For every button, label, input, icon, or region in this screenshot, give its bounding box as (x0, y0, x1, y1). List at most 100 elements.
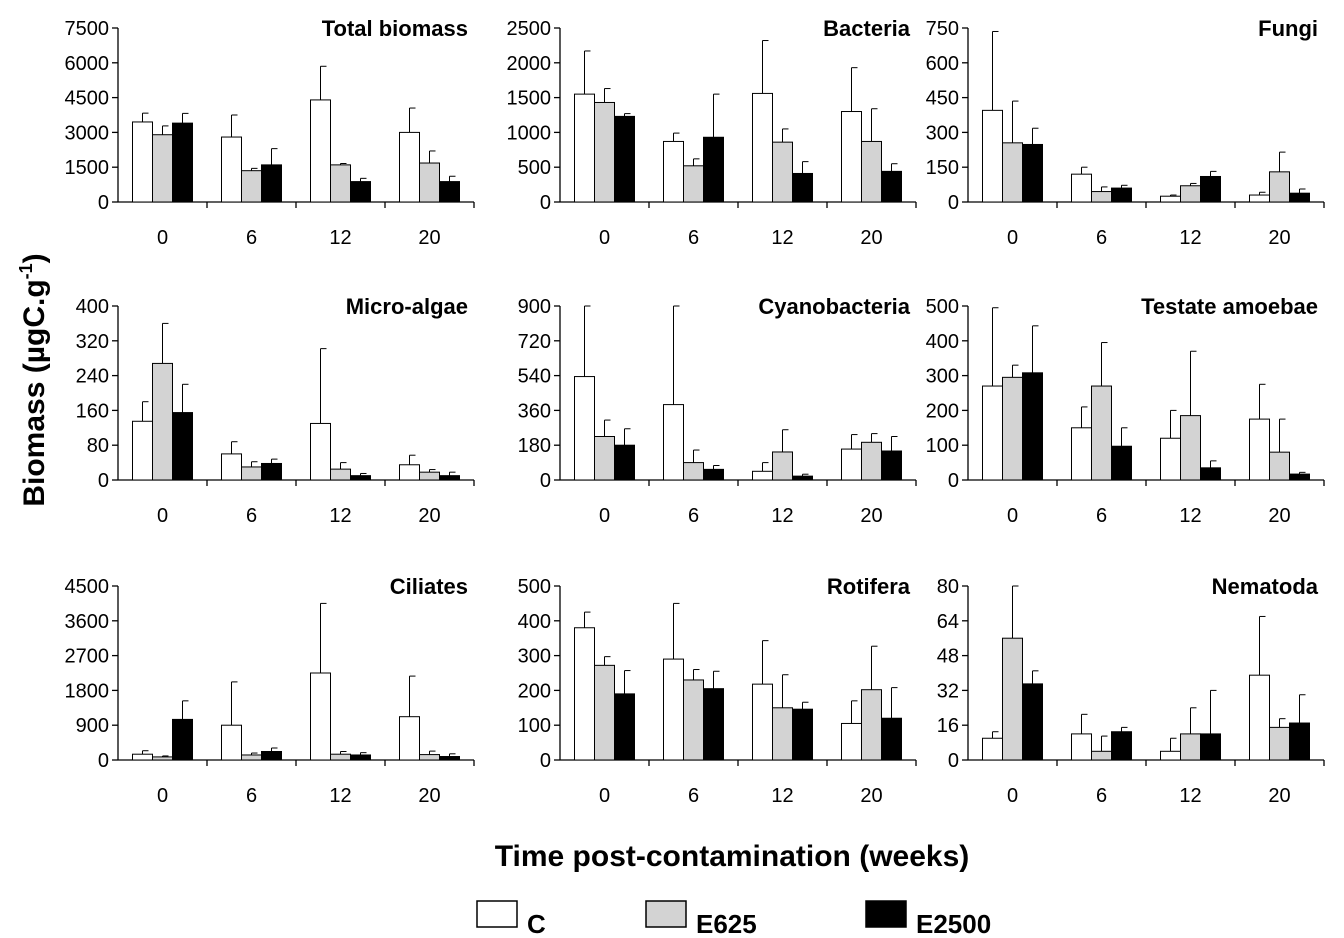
bar-e625-week-6 (241, 466, 262, 481)
bar-e625-week-6 (241, 170, 262, 203)
panel-rotifera: Rotifera 0 100 200 300 400 500 0 6 12 20 (518, 574, 917, 807)
y-tick-label: 400 (76, 296, 109, 318)
y-tick-label: 180 (518, 435, 551, 457)
bar-c-week-12 (1160, 750, 1181, 761)
panel-total-biomass: Total biomass 0 1500 3000 4500 6000 7500 0 6 12 20 (65, 16, 475, 249)
bar-e2500-week-12 (792, 172, 813, 203)
x-tick-label: 0 (157, 785, 168, 807)
x-tick-label: 6 (688, 227, 699, 249)
bar-e625-week-12 (1180, 415, 1201, 481)
bar-c-week-12 (1160, 437, 1181, 481)
x-tick-label: 0 (157, 227, 168, 249)
y-tick-label: 200 (926, 400, 959, 422)
x-tick-label: 12 (1179, 785, 1201, 807)
y-tick-label: 400 (518, 611, 551, 633)
bar-c-week-12 (310, 422, 331, 481)
x-tick-label: 0 (1007, 785, 1018, 807)
bar-c-week-0 (982, 109, 1003, 203)
y-tick-label: 240 (76, 366, 109, 388)
y-tick-label: 320 (76, 331, 109, 353)
bar-e625-week-20 (1269, 451, 1290, 481)
bar-e625-week-20 (419, 754, 440, 761)
panel-title: Testate amoebae (1141, 294, 1318, 319)
y-tick-label: 3600 (65, 611, 110, 633)
bar-e625-week-12 (772, 141, 793, 203)
x-tick-label: 12 (771, 227, 793, 249)
y-tick-label: 0 (540, 750, 551, 772)
legend: C E625 E2500 (476, 900, 991, 938)
bar-e625-week-12 (330, 164, 351, 203)
bar-c-week-0 (574, 376, 595, 481)
bar-e2500-week-20 (439, 756, 460, 761)
bar-c-week-0 (132, 753, 153, 761)
panel-title: Micro-algae (346, 294, 468, 319)
panel-cyanobacteria: Cyanobacteria 0 180 360 540 720 900 0 6 12 20 (518, 294, 917, 527)
bar-e625-week-6 (1091, 385, 1112, 481)
y-tick-label: 160 (76, 400, 109, 422)
y-tick-label: 400 (926, 331, 959, 353)
x-tick-label: 0 (599, 785, 610, 807)
bar-e2500-week-6 (703, 688, 724, 761)
y-tick-label: 1500 (65, 157, 110, 179)
bar-e2500-week-20 (1289, 722, 1310, 761)
y-tick-label: 4500 (65, 88, 110, 110)
y-tick-label: 3000 (65, 122, 110, 144)
bar-e625-week-12 (1180, 733, 1201, 761)
bar-e2500-week-12 (1200, 467, 1221, 481)
bar-e625-week-0 (152, 362, 173, 481)
bar-e2500-week-6 (703, 468, 724, 481)
bar-c-week-0 (982, 737, 1003, 761)
x-tick-label: 20 (1268, 227, 1290, 249)
bar-e625-week-0 (1002, 637, 1023, 761)
y-tick-label: 1500 (507, 88, 552, 110)
bar-e625-week-6 (683, 679, 704, 761)
panel-ciliates: Ciliates 0 900 1800 2700 3600 4500 0 6 12 20 (65, 574, 475, 807)
bar-e2500-week-12 (350, 475, 371, 481)
bar-e2500-week-0 (1022, 143, 1043, 203)
panel-title: Fungi (1258, 16, 1318, 41)
bar-e2500-week-0 (172, 412, 193, 481)
x-tick-label: 0 (1007, 505, 1018, 527)
x-tick-label: 6 (246, 505, 257, 527)
x-tick-label: 12 (771, 785, 793, 807)
x-tick-label: 0 (1007, 227, 1018, 249)
x-tick-label: 12 (329, 505, 351, 527)
bar-e2500-week-12 (1200, 175, 1221, 203)
legend-swatch-e2500 (865, 900, 907, 928)
bar-c-week-20 (841, 111, 862, 203)
y-tick-label: 300 (926, 366, 959, 388)
y-tick-label: 4500 (65, 576, 110, 598)
x-tick-label: 6 (1096, 505, 1107, 527)
y-tick-label: 0 (98, 750, 109, 772)
bar-c-week-20 (1249, 674, 1270, 761)
bar-c-week-6 (1071, 733, 1092, 761)
panel-title: Nematoda (1212, 574, 1319, 599)
y-axis-title: Biomass (µgC.g-1) (16, 253, 51, 506)
bar-e2500-week-6 (261, 750, 282, 761)
y-tick-label: 300 (926, 122, 959, 144)
bar-c-week-6 (663, 404, 684, 481)
y-tick-label: 500 (518, 157, 551, 179)
x-tick-label: 12 (329, 785, 351, 807)
y-tick-label: 0 (948, 750, 959, 772)
y-axis-title-close: ) (18, 253, 51, 263)
bar-c-week-20 (1249, 418, 1270, 481)
panel-title: Total biomass (322, 16, 468, 41)
bar-c-week-0 (574, 93, 595, 203)
bar-e625-week-0 (152, 756, 173, 761)
bar-e625-week-0 (1002, 142, 1023, 203)
panel-testate-amoebae: Testate amoebae 0 100 200 300 400 500 0 6 12 20 (926, 294, 1325, 527)
bar-c-week-6 (663, 658, 684, 761)
bar-e625-week-20 (419, 471, 440, 481)
bar-c-week-0 (982, 385, 1003, 481)
bar-e625-week-20 (1269, 726, 1290, 761)
bar-c-week-6 (663, 140, 684, 203)
bar-c-week-6 (1071, 427, 1092, 481)
panel-micro-algae: Micro-algae 0 80 160 240 320 400 0 6 12 20 (76, 294, 475, 527)
bar-c-week-0 (132, 420, 153, 481)
x-tick-label: 0 (599, 505, 610, 527)
bar-e2500-week-20 (881, 170, 902, 203)
legend-label-e2500: E2500 (916, 909, 991, 938)
